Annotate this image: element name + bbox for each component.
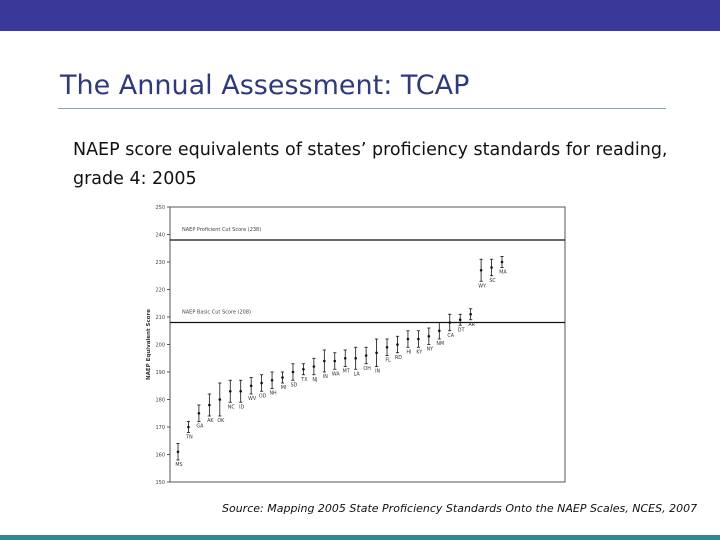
title-underline bbox=[58, 108, 666, 109]
data-point bbox=[228, 389, 232, 393]
state-label: NC bbox=[228, 404, 236, 410]
data-point bbox=[176, 450, 180, 454]
data-point bbox=[281, 376, 284, 379]
y-tick-label: 190 bbox=[155, 370, 165, 376]
state-label: ID bbox=[239, 404, 244, 410]
data-point bbox=[448, 321, 452, 324]
data-point bbox=[343, 356, 347, 360]
y-tick-label: 200 bbox=[155, 343, 165, 349]
state-label: NH bbox=[269, 391, 277, 397]
state-label: WY bbox=[478, 283, 486, 289]
y-axis-label: NAEP Equivalent Score bbox=[146, 309, 152, 380]
state-label: MI bbox=[281, 385, 287, 391]
data-point bbox=[239, 389, 243, 393]
state-label: MT bbox=[343, 369, 350, 375]
y-tick-label: 230 bbox=[155, 260, 165, 266]
plot-frame bbox=[169, 206, 566, 483]
data-point bbox=[260, 381, 263, 385]
data-point bbox=[218, 398, 222, 401]
state-label: RD bbox=[395, 355, 402, 361]
state-label: TN bbox=[185, 435, 193, 441]
state-label: WV bbox=[248, 396, 257, 402]
data-point bbox=[291, 370, 295, 374]
state-label: CA bbox=[447, 333, 454, 339]
state-label: AK bbox=[207, 418, 214, 424]
data-point bbox=[208, 403, 211, 407]
state-label: OD bbox=[259, 393, 267, 399]
data-point bbox=[375, 351, 378, 355]
state-label: DT bbox=[458, 327, 465, 333]
y-tick-label: 250 bbox=[155, 205, 165, 211]
reference-line-label: NAEP Basic Cut Score (208) bbox=[182, 310, 251, 316]
state-label: TX bbox=[300, 377, 308, 383]
data-point bbox=[500, 260, 504, 264]
y-tick-label: 170 bbox=[155, 425, 165, 431]
y-tick-label: 160 bbox=[155, 453, 165, 459]
data-point bbox=[312, 365, 316, 368]
source-note: Source: Mapping 2005 State Proficiency S… bbox=[222, 502, 697, 515]
data-point bbox=[469, 312, 472, 316]
state-label: IN bbox=[323, 374, 328, 380]
data-point bbox=[333, 359, 337, 363]
data-point bbox=[302, 367, 305, 371]
bottom-banner bbox=[0, 535, 720, 540]
data-point bbox=[490, 266, 493, 269]
y-tick-label: 180 bbox=[155, 398, 165, 404]
naep-chart: 150 160 170 180 190 200 210 220 230 240 250 NAEP Eq… bbox=[146, 205, 566, 486]
data-point bbox=[364, 354, 368, 357]
y-tick-label: 150 bbox=[155, 480, 165, 486]
state-label: FL bbox=[385, 358, 391, 364]
data-point bbox=[458, 318, 462, 322]
state-label: MS bbox=[175, 462, 182, 468]
state-label: OH bbox=[363, 366, 371, 372]
state-label: NM bbox=[436, 341, 444, 347]
y-tick-label: 210 bbox=[155, 315, 165, 321]
slide-title: The Annual Assessment: TCAP bbox=[60, 70, 470, 101]
reference-line-label: NAEP Proficient Cut Score (238) bbox=[182, 227, 261, 233]
data-point bbox=[396, 343, 399, 346]
data-point bbox=[354, 356, 357, 360]
state-label: NJ bbox=[312, 377, 317, 383]
data-point bbox=[270, 378, 274, 382]
source-text: Mapping 2005 State Proficiency Standards… bbox=[263, 502, 698, 515]
state-label: HI bbox=[406, 349, 411, 355]
state-label: GA bbox=[196, 424, 204, 430]
state-label: OK bbox=[217, 418, 225, 424]
data-point bbox=[187, 425, 190, 429]
state-label: LA bbox=[354, 371, 361, 377]
state-label: NY bbox=[427, 347, 434, 353]
data-point bbox=[249, 384, 253, 388]
data-point bbox=[197, 411, 201, 415]
state-label: WA bbox=[332, 371, 340, 377]
state-label: SC bbox=[489, 278, 496, 284]
y-tick-label: 220 bbox=[155, 288, 165, 294]
state-label: MA bbox=[499, 270, 507, 276]
data-point bbox=[406, 337, 410, 341]
data-point bbox=[417, 337, 420, 341]
state-label: KY bbox=[416, 349, 422, 355]
state-label: IN bbox=[375, 369, 380, 375]
source-label: Source: bbox=[222, 502, 264, 515]
state-label: SD bbox=[291, 382, 298, 388]
state-label: AR bbox=[468, 322, 475, 328]
y-tick-label: 240 bbox=[155, 233, 165, 239]
data-point bbox=[427, 334, 431, 338]
data-point bbox=[479, 268, 483, 272]
slide-subtitle: NAEP score equivalents of states’ profic… bbox=[73, 140, 668, 189]
data-point bbox=[437, 329, 441, 333]
top-banner bbox=[0, 0, 720, 31]
data-point bbox=[323, 359, 326, 363]
data-point bbox=[385, 345, 389, 349]
